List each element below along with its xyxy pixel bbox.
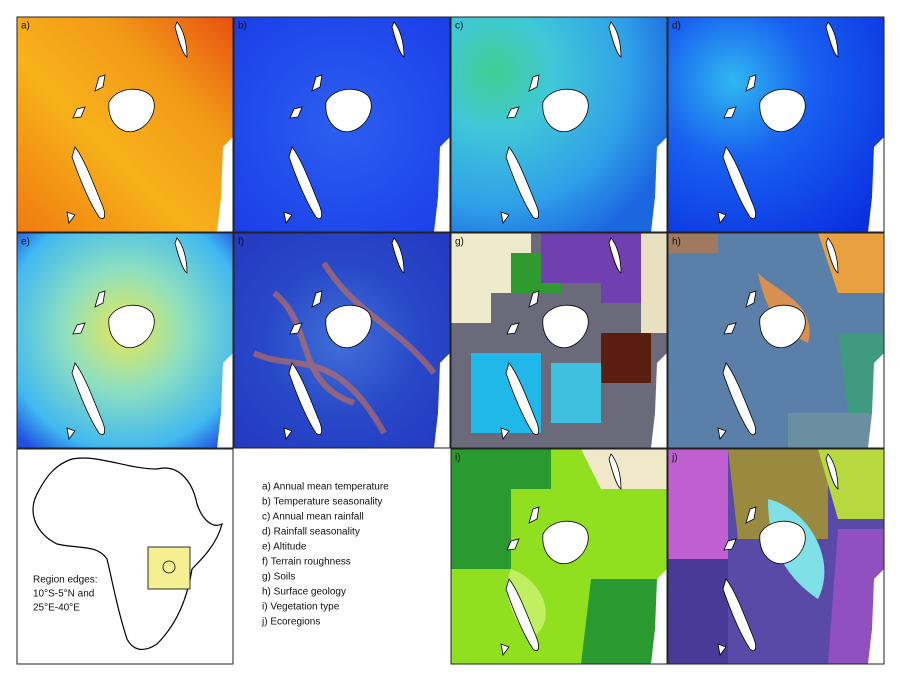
panel-d bbox=[667, 16, 885, 233]
inset-map bbox=[16, 448, 234, 665]
legend-item: e) Altitude bbox=[262, 542, 307, 553]
panel-label: j) bbox=[671, 453, 678, 464]
panel-label: f) bbox=[238, 237, 244, 248]
panel-label: g) bbox=[455, 237, 464, 248]
inset-text: 25°E-40°E bbox=[33, 603, 80, 614]
panel-label: e) bbox=[21, 237, 30, 248]
inset-text: 10°S-5°N and bbox=[33, 589, 94, 600]
panel-a bbox=[16, 16, 234, 233]
legend-item: g) Soils bbox=[262, 572, 295, 583]
legend-item: c) Annual mean rainfall bbox=[262, 512, 364, 523]
panel-g bbox=[450, 232, 668, 449]
legend-item: i) Vegetation type bbox=[262, 602, 340, 613]
legend-item: a) Annual mean temperature bbox=[262, 482, 389, 493]
panel-j bbox=[667, 448, 885, 665]
legend-item: j) Ecoregions bbox=[261, 617, 320, 628]
panel-label: i) bbox=[455, 453, 461, 464]
panel-f bbox=[233, 232, 451, 449]
panel-b bbox=[233, 16, 451, 233]
panel-label: b) bbox=[238, 21, 247, 32]
panel-c bbox=[450, 16, 668, 233]
legend-box bbox=[234, 449, 450, 664]
panel-i bbox=[450, 448, 668, 665]
panel-h bbox=[667, 232, 885, 449]
panel-label: a) bbox=[21, 21, 30, 32]
panel-label: d) bbox=[672, 21, 681, 32]
labels: a) b) c) d) e) f) g) h) i) j) a) Annual mean tempe… bbox=[21, 21, 681, 628]
inset-text: Region edges: bbox=[33, 575, 98, 586]
legend-item: b) Temperature seasonality bbox=[262, 497, 382, 508]
panel-label: c) bbox=[455, 21, 463, 32]
panel-label: h) bbox=[672, 237, 681, 248]
legend-item: h) Surface geology bbox=[262, 587, 346, 598]
legend-item: f) Terrain roughness bbox=[262, 557, 351, 568]
panel-e bbox=[16, 232, 234, 449]
legend-item: d) Rainfall seasonality bbox=[262, 527, 360, 538]
